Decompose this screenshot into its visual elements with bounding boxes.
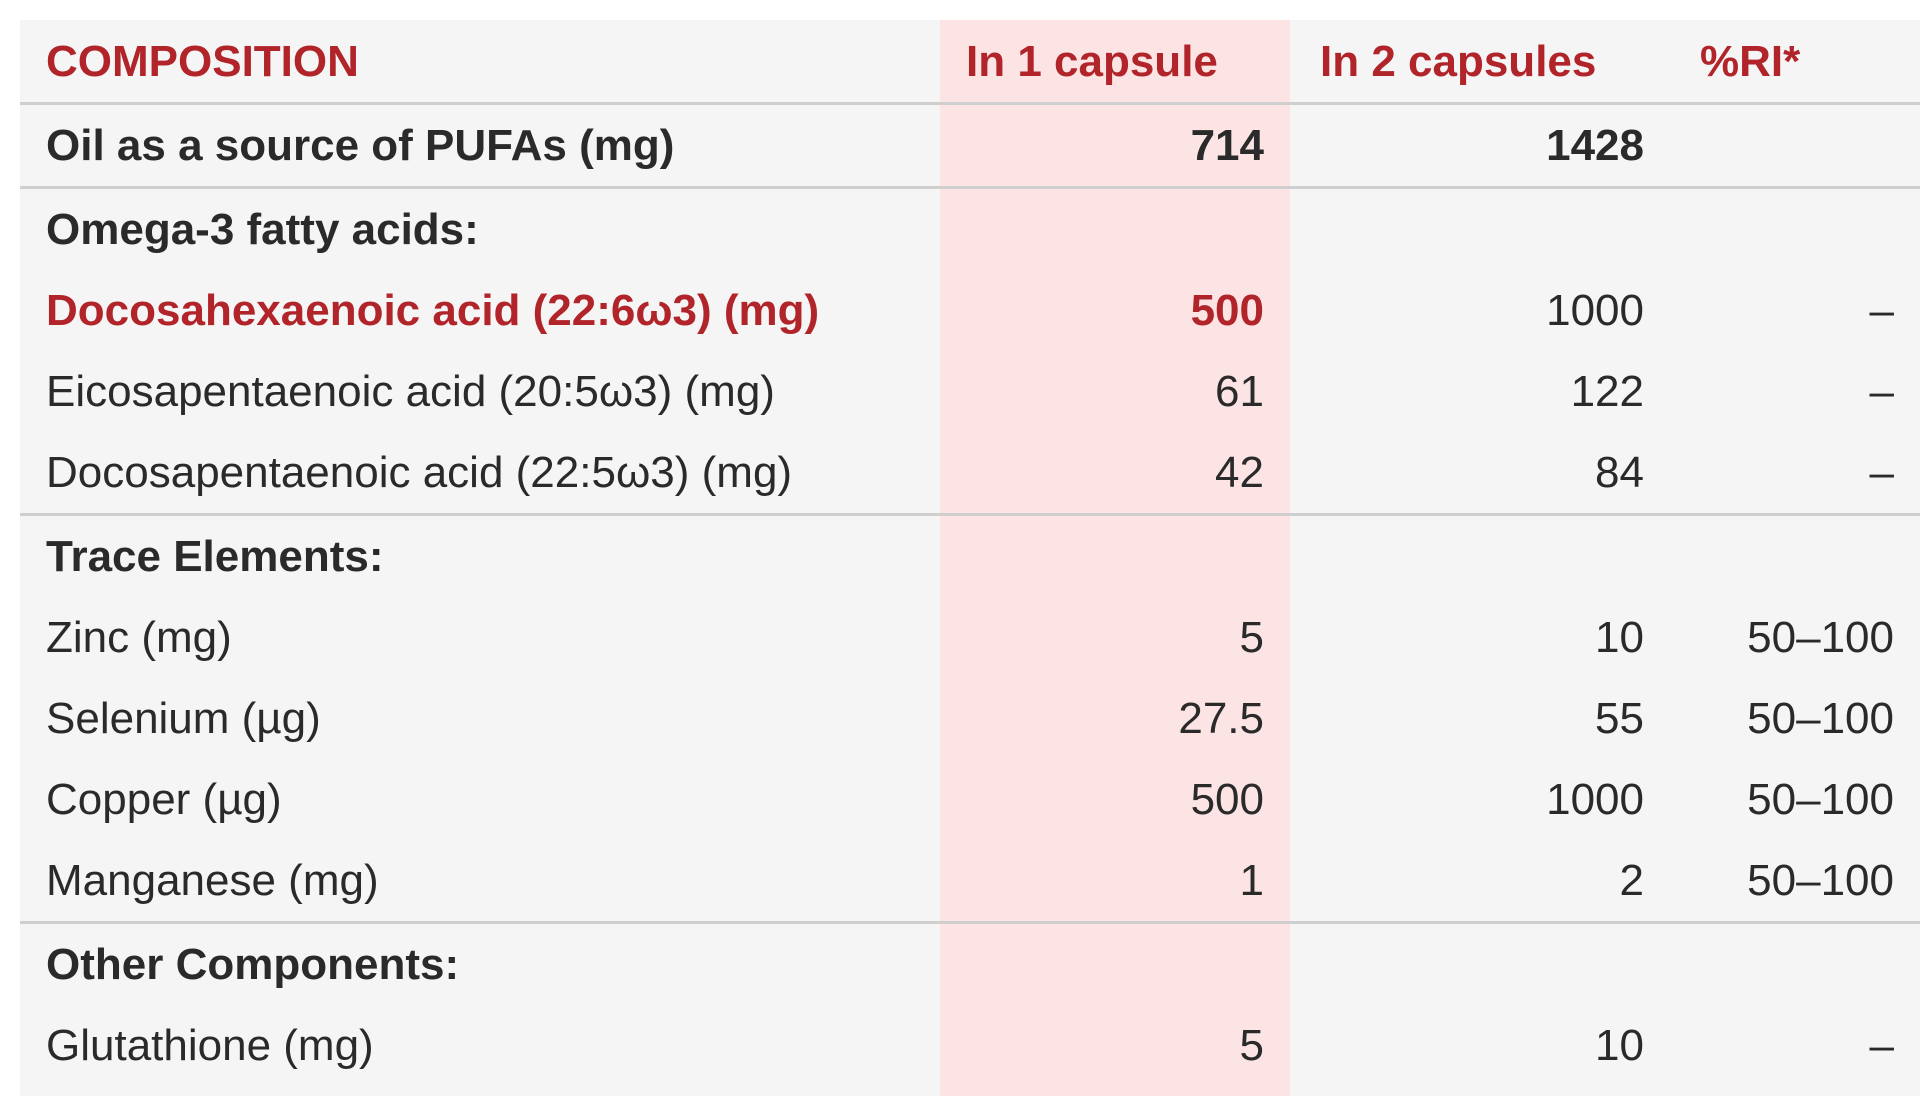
header-ri: %RI*	[1700, 36, 1801, 86]
row-name: Zinc (mg)	[46, 613, 232, 662]
section-label-omega3: Omega-3 fatty acids:	[20, 186, 940, 270]
row-ri: –	[1869, 448, 1894, 497]
table-row: Docosahexaenoic acid (22:6ω3) (mg) 500 1…	[20, 270, 1920, 351]
row-name: Oil as a source of PUFAs (mg)	[20, 102, 940, 188]
table-row: Eicosapentaenoic acid (20:5ω3) (mg) 61 1…	[20, 351, 1920, 432]
table-row: Oil as a source of PUFAs (mg) 714 1428	[20, 102, 1920, 188]
row-name: Glutathione (mg)	[46, 1021, 374, 1070]
row-ri	[1670, 921, 1920, 1005]
row-two-capsules: 84	[1595, 448, 1644, 497]
row-one-capsule: 42	[1215, 448, 1264, 497]
composition-grid: COMPOSITION In 1 capsule In 2 capsules %…	[20, 20, 1920, 1086]
row-two-capsules	[1290, 921, 1670, 1005]
table-row: Selenium (µg) 27.5 55 50–100	[20, 678, 1920, 759]
row-one-capsule: 61	[1215, 367, 1264, 416]
row-two-capsules: 2	[1619, 856, 1644, 905]
row-one-capsule	[940, 186, 1290, 270]
section-label-other-components: Other Components:	[20, 921, 940, 1005]
row-two-capsules: 10	[1595, 613, 1644, 662]
row-ri: 50–100	[1747, 775, 1894, 824]
table-row: Glutathione (mg) 5 10 –	[20, 1005, 1920, 1086]
header-in-2-capsules: In 2 capsules	[1320, 36, 1597, 86]
row-ri: –	[1869, 286, 1894, 335]
section-row: Other Components:	[20, 921, 1920, 1005]
row-two-capsules	[1290, 513, 1670, 597]
row-ri: –	[1869, 367, 1894, 416]
row-ri: –	[1869, 1021, 1894, 1070]
row-ri: 50–100	[1747, 694, 1894, 743]
row-one-capsule: 27.5	[1178, 694, 1264, 743]
row-one-capsule	[940, 513, 1290, 597]
row-two-capsules: 122	[1570, 367, 1644, 416]
row-two-capsules: 55	[1595, 694, 1644, 743]
row-two-capsules: 1000	[1546, 775, 1644, 824]
row-name: Docosahexaenoic acid (22:6ω3) (mg)	[46, 286, 820, 335]
section-row: Trace Elements:	[20, 513, 1920, 597]
table-header-row: COMPOSITION In 1 capsule In 2 capsules %…	[20, 20, 1920, 104]
section-label-trace-elements: Trace Elements:	[20, 513, 940, 597]
row-ri	[1670, 513, 1920, 597]
row-name: Manganese (mg)	[46, 856, 379, 905]
table-row: Manganese (mg) 1 2 50–100	[20, 840, 1920, 923]
row-one-capsule: 500	[1190, 286, 1264, 335]
row-ri: 50–100	[1747, 856, 1894, 905]
table-row: Zinc (mg) 5 10 50–100	[20, 597, 1920, 678]
row-ri	[1670, 102, 1920, 188]
row-one-capsule: 5	[1239, 1021, 1264, 1070]
row-ri	[1670, 186, 1920, 270]
header-composition: COMPOSITION	[46, 36, 359, 86]
section-row: Omega-3 fatty acids:	[20, 186, 1920, 270]
composition-table: COMPOSITION In 1 capsule In 2 capsules %…	[20, 20, 1920, 1096]
row-name: Docosapentaenoic acid (22:5ω3) (mg)	[46, 448, 793, 497]
row-name: Copper (µg)	[46, 775, 282, 824]
row-one-capsule: 500	[1190, 775, 1264, 824]
row-two-capsules: 1428	[1290, 102, 1670, 188]
row-name: Eicosapentaenoic acid (20:5ω3) (mg)	[46, 367, 775, 416]
row-one-capsule: 1	[1239, 856, 1264, 905]
row-one-capsule	[940, 921, 1290, 1005]
row-two-capsules: 1000	[1546, 286, 1644, 335]
table-row: Docosapentaenoic acid (22:5ω3) (mg) 42 8…	[20, 432, 1920, 515]
row-two-capsules: 10	[1595, 1021, 1644, 1070]
row-two-capsules	[1290, 186, 1670, 270]
row-ri: 50–100	[1747, 613, 1894, 662]
table-row: Copper (µg) 500 1000 50–100	[20, 759, 1920, 840]
row-name: Selenium (µg)	[46, 694, 321, 743]
row-one-capsule: 714	[940, 102, 1290, 188]
header-in-1-capsule: In 1 capsule	[966, 36, 1218, 86]
row-one-capsule: 5	[1239, 613, 1264, 662]
